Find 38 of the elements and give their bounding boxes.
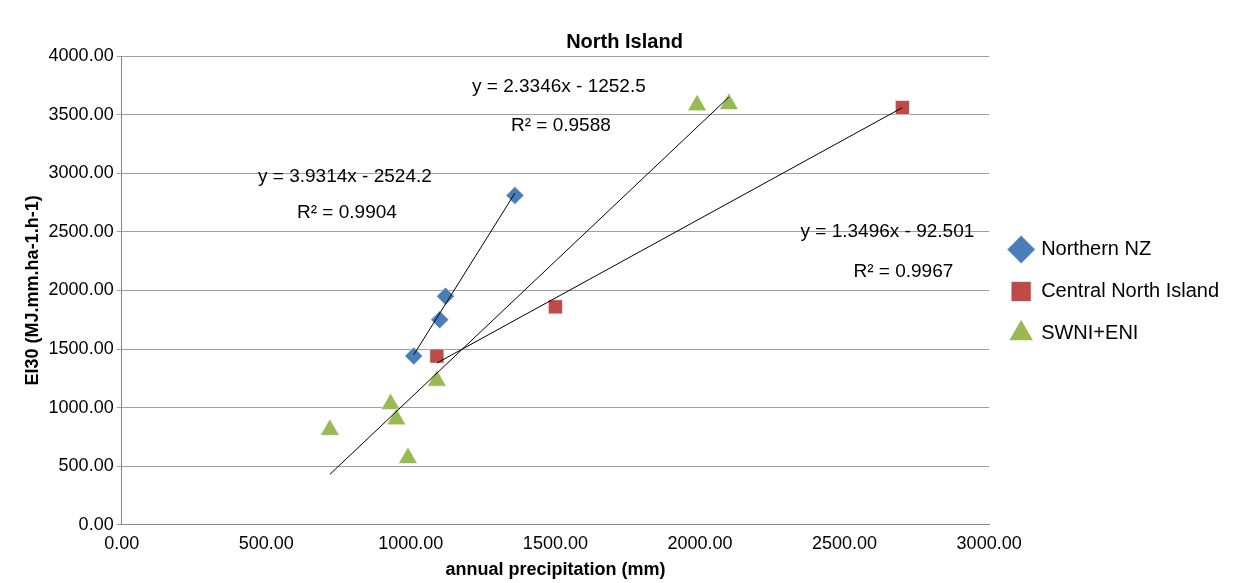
y-tick-label: 3000.00 <box>48 162 114 183</box>
annotation: y = 2.3346x - 1252.5 <box>472 75 646 97</box>
x-tick-label: 1500.00 <box>522 532 588 553</box>
annotation: R² = 0.9967 <box>853 259 954 281</box>
x-tick-label: 0.00 <box>104 532 140 553</box>
point <box>380 392 401 411</box>
point <box>894 100 910 116</box>
y-tick-label: 500.00 <box>58 455 114 476</box>
y-tick-label: 1000.00 <box>48 396 114 417</box>
x-tick-label: 3000.00 <box>956 532 1022 553</box>
x-axis-title: annual precipitation (mm) <box>445 559 666 580</box>
y-tick-label: 2500.00 <box>48 220 114 241</box>
annotation: R² = 0.9588 <box>510 114 611 136</box>
legend-label: Northern NZ <box>1041 237 1152 260</box>
y-tick-label: 2000.00 <box>48 279 114 300</box>
point <box>505 185 525 205</box>
y-tick-label: 3500.00 <box>48 103 114 124</box>
x-tick-label: 500.00 <box>238 532 294 553</box>
annotation: y = 3.9314x - 2524.2 <box>258 165 432 187</box>
annotation: R² = 0.9904 <box>297 201 398 223</box>
point <box>397 446 418 464</box>
x-tick-label: 1000.00 <box>378 532 444 553</box>
y-tick-label: 1500.00 <box>48 337 114 358</box>
y-tick-label: 4000.00 <box>48 44 114 65</box>
legend-label: SWNI+ENI <box>1041 321 1139 344</box>
point <box>319 418 340 436</box>
point <box>404 346 424 366</box>
y-tick-label: 0.00 <box>78 513 114 534</box>
point <box>429 348 445 364</box>
x-tick-label: 2000.00 <box>667 532 733 553</box>
y-axis-title: EI30 (MJ.mm.ha-1.h-1) <box>21 195 42 386</box>
legend-label: Central North Island <box>1041 279 1220 302</box>
point <box>386 407 407 426</box>
x-tick-label: 2500.00 <box>812 532 878 553</box>
point <box>547 299 563 315</box>
chart-title: North Island <box>566 29 683 52</box>
point <box>426 369 447 387</box>
annotation: y = 1.3496x - 92.501 <box>800 219 975 241</box>
